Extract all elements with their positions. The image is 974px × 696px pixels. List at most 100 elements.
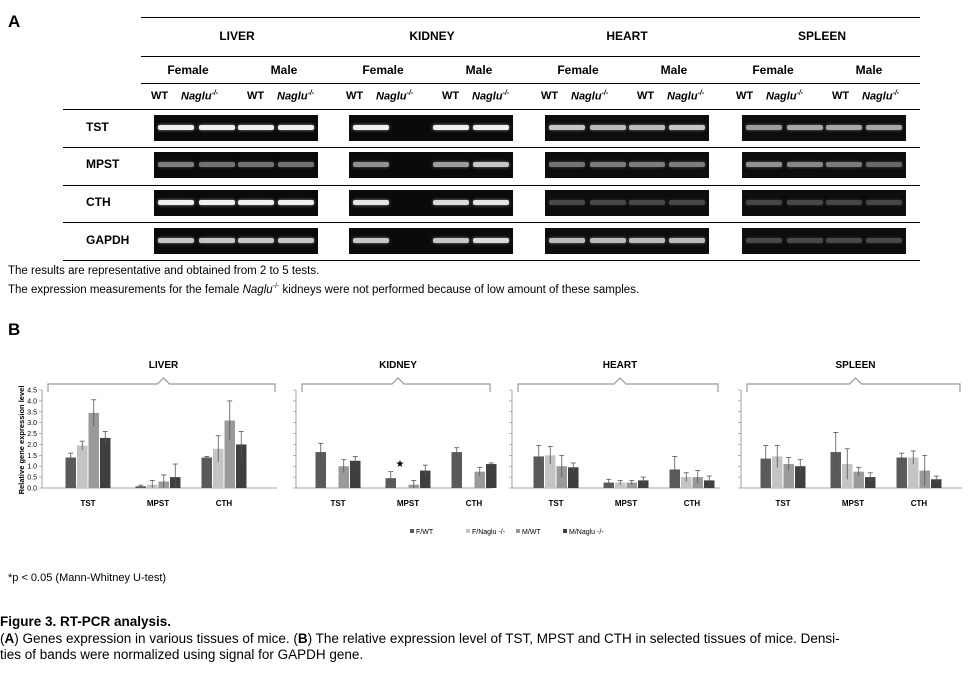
gel-band <box>669 238 705 243</box>
gel-image-liver-mpst <box>154 152 318 178</box>
chart-bar <box>338 466 349 488</box>
gel-band <box>866 238 902 243</box>
chart-category-label: CTH <box>684 499 701 508</box>
gel-band <box>787 125 823 130</box>
gel-band <box>746 162 782 167</box>
chart-bar <box>65 457 76 488</box>
gel-band <box>433 200 469 205</box>
gel-band <box>353 238 389 243</box>
chart-category-label: MPST <box>842 499 864 508</box>
chart-bar <box>568 467 579 488</box>
chart-y-axis-label: Relative gene expression level <box>17 386 26 495</box>
chart-y-tick-label: 3.0 <box>27 420 37 427</box>
significance-footnote: *p < 0.05 (Mann-Whitney U-test) <box>8 572 167 584</box>
gel-image-kidney-tst <box>349 115 513 141</box>
chart-category-label: MPST <box>397 499 419 508</box>
chart-tissue-label: KIDNEY <box>379 360 417 371</box>
table-top-rule <box>141 17 920 18</box>
chart-category-label: TST <box>548 499 563 508</box>
gel-band <box>746 125 782 130</box>
gel-band <box>826 162 862 167</box>
chart-category-label: TST <box>775 499 790 508</box>
genotype-header-naglu: Naglu-/- <box>766 90 804 103</box>
gel-band <box>669 200 705 205</box>
gel-band <box>590 162 626 167</box>
note2-pre: The expression measurements for the fema… <box>8 283 243 296</box>
caption-ref-b: B <box>297 631 308 646</box>
gel-image-heart-mpst <box>545 152 709 178</box>
chart-legend-label: M/WT <box>522 529 541 536</box>
chart-y-tick-label: 1.5 <box>27 453 37 460</box>
gel-image-heart-cth <box>545 190 709 216</box>
caption-ref-a: A <box>4 631 15 646</box>
chart-tissue-label: HEART <box>603 360 637 371</box>
genotype-header-wt: WT <box>247 90 265 102</box>
sex-header-rule <box>141 83 920 84</box>
gel-band <box>549 125 585 130</box>
genotype-header-naglu: Naglu-/- <box>376 90 414 103</box>
gel-band <box>669 162 705 167</box>
chart-y-tick-label: 2.0 <box>27 442 37 449</box>
panel-a-note-2: The expression measurements for the fema… <box>8 283 639 296</box>
chart-legend-swatch <box>563 529 567 533</box>
chart-bar <box>486 464 497 488</box>
gel-band <box>238 125 274 130</box>
gel-band <box>629 238 665 243</box>
sex-header-female: Female <box>362 63 404 77</box>
panel-a-note-1: The results are representative and obtai… <box>8 265 320 277</box>
genotype-header-rule <box>63 109 920 110</box>
sex-header-male: Male <box>660 63 688 77</box>
chart-bar <box>224 420 235 488</box>
gel-band <box>158 162 194 167</box>
sex-header-male: Male <box>270 63 298 77</box>
gel-band <box>433 162 469 167</box>
gel-band <box>238 162 274 167</box>
genotype-header-wt: WT <box>442 90 460 102</box>
gene-row-label-mpst: MPST <box>86 157 120 171</box>
chart-bar <box>350 460 361 488</box>
gel-band <box>629 200 665 205</box>
gel-image-spleen-mpst <box>742 152 906 178</box>
note2-sup: -/- <box>272 283 280 290</box>
chart-bar <box>931 479 942 488</box>
gel-band <box>158 125 194 130</box>
tissue-header-rule <box>141 56 920 57</box>
chart-bar <box>201 457 212 488</box>
chart-bar <box>853 471 864 488</box>
panel-b-letter: B <box>8 320 21 339</box>
gel-band <box>199 238 235 243</box>
chart-y-tick-label: 4.5 <box>27 388 37 395</box>
chart-category-label: CTH <box>216 499 233 508</box>
chart-significance-star: ★ <box>396 459 405 470</box>
chart-tissue-bracket <box>517 377 719 392</box>
gel-band <box>353 200 389 205</box>
genotype-header-naglu: Naglu-/- <box>181 90 219 103</box>
gel-band <box>866 162 902 167</box>
genotype-header-wt: WT <box>832 90 850 102</box>
gel-band <box>158 238 194 243</box>
figure-caption-text: (A) Genes expression in various tissues … <box>0 631 974 647</box>
chart-y-tick-label: 1.0 <box>27 464 37 471</box>
chart-bar <box>760 458 771 488</box>
gel-band <box>199 125 235 130</box>
gel-image-liver-cth <box>154 190 318 216</box>
gel-band <box>826 200 862 205</box>
genotype-header-naglu: Naglu-/- <box>472 90 510 103</box>
gel-image-kidney-cth <box>349 190 513 216</box>
gene-row-label-tst: TST <box>86 120 109 134</box>
gel-band <box>590 200 626 205</box>
chart-bar <box>772 456 783 488</box>
gel-image-liver-tst <box>154 115 318 141</box>
gel-band <box>433 238 469 243</box>
gel-image-liver-gapdh <box>154 228 318 254</box>
chart-y-tick-label: 0.5 <box>27 475 37 482</box>
chart-category-label: TST <box>330 499 345 508</box>
chart-legend-swatch <box>466 529 470 533</box>
gel-image-spleen-gapdh <box>742 228 906 254</box>
gel-band <box>787 162 823 167</box>
chart-bar <box>88 412 99 488</box>
chart-tissue-bracket <box>47 377 276 392</box>
gel-image-kidney-gapdh <box>349 228 513 254</box>
chart-bar <box>100 437 111 488</box>
gel-image-heart-tst <box>545 115 709 141</box>
